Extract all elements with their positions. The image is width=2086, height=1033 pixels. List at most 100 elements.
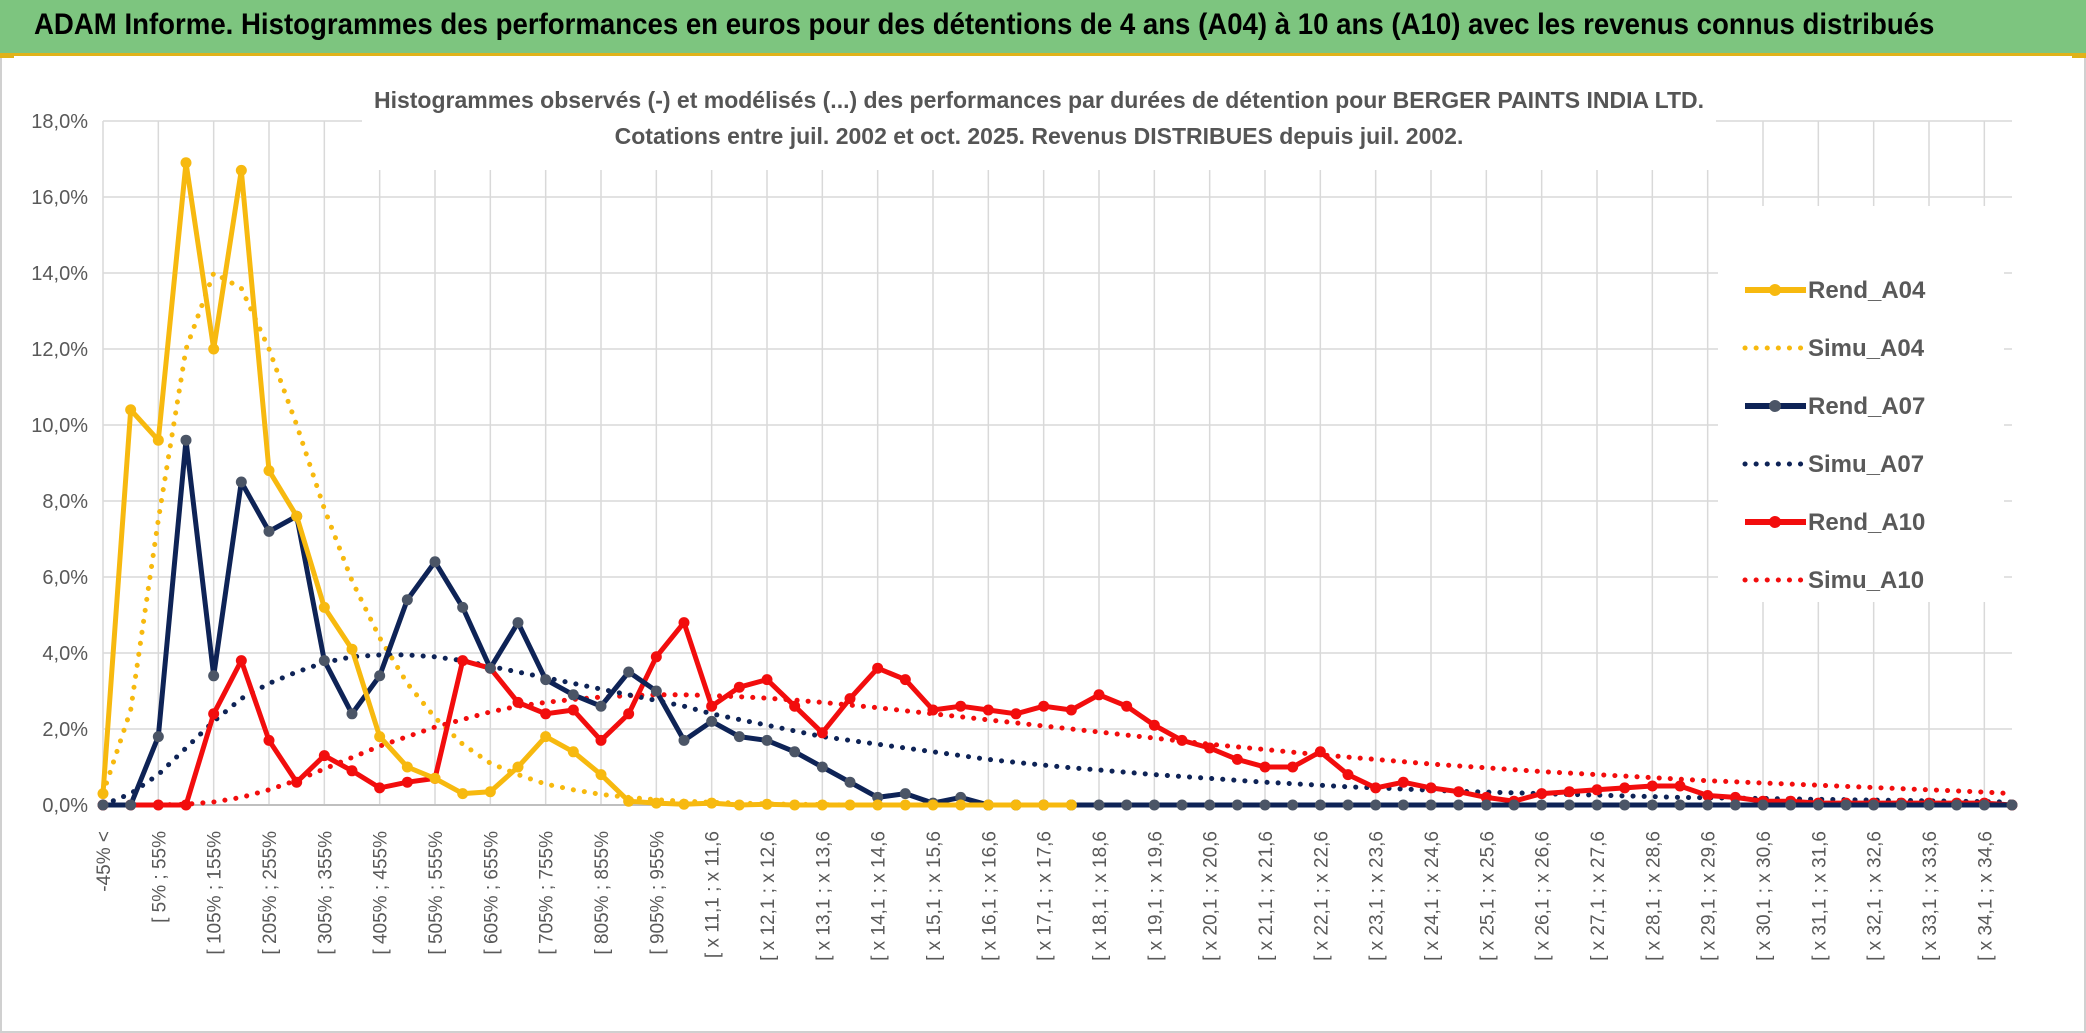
data-point xyxy=(595,769,607,781)
data-point xyxy=(1010,799,1022,811)
series-group xyxy=(97,157,2018,811)
data-point xyxy=(872,662,884,674)
data-point xyxy=(1425,799,1437,811)
data-point xyxy=(318,655,330,667)
data-point xyxy=(678,617,690,629)
data-point xyxy=(733,681,745,693)
data-point xyxy=(152,434,164,446)
data-point xyxy=(595,734,607,746)
x-tick-label: [ x 28,1 ; x 28,6 xyxy=(1643,831,1664,961)
series-simu-a10 xyxy=(100,692,2015,808)
data-point xyxy=(955,700,967,712)
data-point xyxy=(1895,799,1907,811)
data-point xyxy=(844,776,856,788)
data-point xyxy=(1674,799,1686,811)
data-point xyxy=(401,761,413,773)
data-point xyxy=(180,799,192,811)
data-point xyxy=(1287,761,1299,773)
data-point xyxy=(982,704,994,716)
x-tick-label: [ x 33,1 ; x 33,6 xyxy=(1920,831,1941,961)
data-point xyxy=(844,799,856,811)
x-tick-label: [ 205% ; 255% xyxy=(260,831,281,955)
data-point xyxy=(1702,790,1714,801)
data-point xyxy=(899,799,911,811)
x-tick-label: [ 905% ; 955% xyxy=(647,831,668,955)
data-point xyxy=(761,674,773,686)
data-point xyxy=(595,700,607,712)
x-tick-label: [ x 12,1 ; x 12,6 xyxy=(758,831,779,961)
data-point xyxy=(1204,799,1216,811)
data-point xyxy=(429,556,441,568)
data-point xyxy=(872,791,884,803)
y-tick-label: 4,0% xyxy=(42,643,88,665)
data-point xyxy=(1978,799,1990,811)
series-line xyxy=(100,652,2015,808)
data-point xyxy=(1204,742,1216,754)
data-point xyxy=(1785,799,1797,811)
data-point xyxy=(1480,791,1492,803)
data-point xyxy=(650,685,662,697)
data-point xyxy=(1480,799,1492,811)
legend-label: Simu_A07 xyxy=(1808,451,1924,478)
data-point xyxy=(1674,780,1686,792)
data-point xyxy=(816,799,828,811)
x-tick-label: [ x 20,1 ; x 20,6 xyxy=(1201,831,1222,961)
data-point xyxy=(263,525,275,537)
x-tick-label: [ x 14,1 ; x 14,6 xyxy=(869,831,890,961)
x-tick-label: [ x 17,1 ; x 17,6 xyxy=(1035,831,1056,961)
x-tick-label: [ x 31,1 ; x 31,6 xyxy=(1809,831,1830,961)
data-point xyxy=(789,700,801,712)
x-tick-label: [ 505% ; 555% xyxy=(426,831,447,955)
data-point xyxy=(761,734,773,746)
data-point xyxy=(1121,799,1133,811)
data-point xyxy=(484,662,496,674)
data-point xyxy=(927,799,939,811)
y-tick-label: 14,0% xyxy=(31,263,88,285)
data-point xyxy=(1093,799,1105,811)
x-tick-label: [ x 32,1 ; x 32,6 xyxy=(1865,831,1886,961)
data-point xyxy=(263,734,275,746)
y-tick-label: 10,0% xyxy=(31,415,88,437)
data-point xyxy=(1038,700,1050,712)
legend-marker xyxy=(1769,516,1781,528)
data-point xyxy=(1287,799,1299,811)
data-point xyxy=(1370,782,1382,794)
x-tick-label: [ x 11,1 ; x 11,6 xyxy=(703,831,724,958)
data-point xyxy=(235,164,247,176)
data-point xyxy=(982,799,994,811)
data-point xyxy=(291,510,303,522)
y-tick-label: 16,0% xyxy=(31,187,88,209)
data-point xyxy=(733,731,745,743)
data-point xyxy=(1231,753,1243,765)
x-tick-label: [ x 34,1 ; x 34,6 xyxy=(1975,831,1996,961)
data-point xyxy=(1508,799,1520,811)
data-point xyxy=(1563,786,1575,798)
data-point xyxy=(457,601,469,613)
data-point xyxy=(706,797,718,809)
y-tick-label: 18,0% xyxy=(31,111,88,133)
legend-label: Rend_A10 xyxy=(1808,509,1925,536)
data-point xyxy=(816,727,828,739)
data-point xyxy=(1342,769,1354,781)
data-point xyxy=(1757,799,1769,811)
data-point xyxy=(1729,791,1741,803)
series-rend-a04 xyxy=(97,157,1077,811)
data-point xyxy=(125,799,137,811)
data-point xyxy=(401,594,413,606)
data-point xyxy=(346,765,358,777)
data-point xyxy=(872,799,884,811)
data-point xyxy=(152,731,164,743)
series-line xyxy=(100,692,2015,808)
data-point xyxy=(1397,799,1409,811)
legend-item: Simu_A07 xyxy=(1742,451,1924,478)
data-point xyxy=(1702,799,1714,811)
data-point xyxy=(401,776,413,788)
data-point xyxy=(1868,799,1880,811)
data-point xyxy=(650,651,662,663)
legend-label: Simu_A10 xyxy=(1808,567,1924,594)
x-tick-label: [ x 24,1 ; x 24,6 xyxy=(1422,831,1443,961)
data-point xyxy=(623,666,635,678)
data-point xyxy=(955,791,967,803)
data-point xyxy=(1231,799,1243,811)
data-point xyxy=(1176,799,1188,811)
